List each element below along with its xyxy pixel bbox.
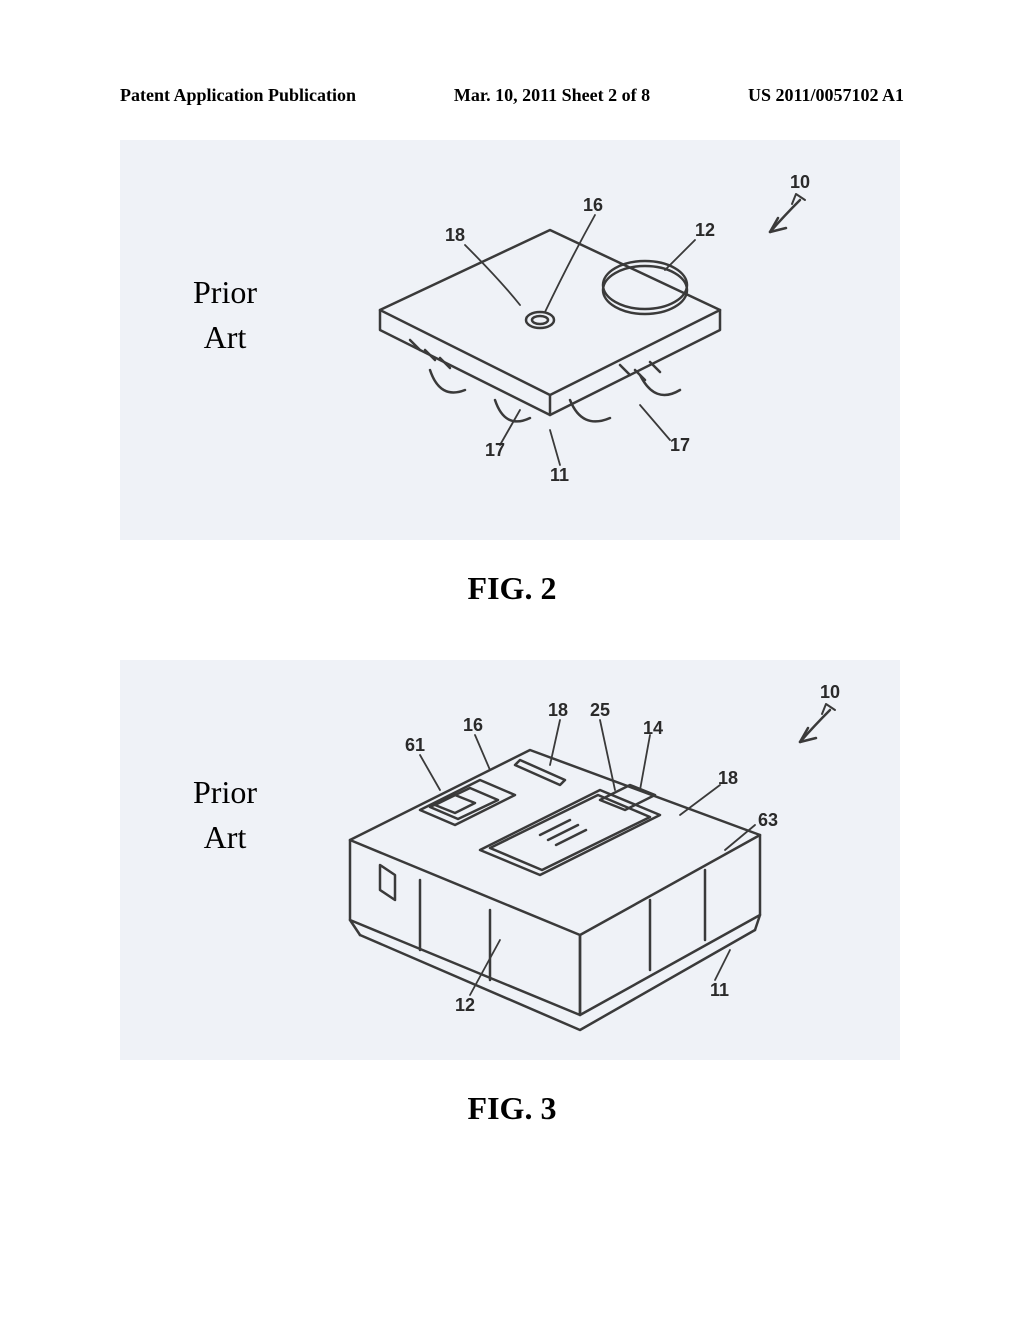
header-right: US 2011/0057102 A1 [748,85,904,106]
ref-10-fig2: 10 [790,172,810,193]
ref-17a-fig2: 17 [485,440,505,461]
ref-63-fig3: 63 [758,810,778,831]
ref-17b-fig2: 17 [670,435,690,456]
ref-18b-fig3: 18 [718,768,738,789]
ref-10-fig3: 10 [820,682,840,703]
header-left: Patent Application Publication [120,85,356,106]
ref-18-fig2: 18 [445,225,465,246]
figure-2-drawing [120,140,900,540]
patent-header: Patent Application Publication Mar. 10, … [0,85,1024,106]
ref-16-fig3: 16 [463,715,483,736]
ref-11-fig3: 11 [710,980,729,1001]
ref-18a-fig3: 18 [548,700,568,721]
ref-61-fig3: 61 [405,735,425,756]
ref-12-fig2: 12 [695,220,715,241]
figure-3-panel: Prior Art [120,660,900,1060]
ref-12-fig3: 12 [455,995,475,1016]
figure-3-caption: FIG. 3 [0,1090,1024,1127]
ref-16-fig2: 16 [583,195,603,216]
ref-11-fig2: 11 [550,465,569,486]
figure-2-panel: Prior Art [120,140,900,540]
figure-3-drawing [120,660,900,1060]
ref-25-fig3: 25 [590,700,610,721]
figure-2-caption: FIG. 2 [0,570,1024,607]
ref-14-fig3: 14 [643,718,663,739]
header-center: Mar. 10, 2011 Sheet 2 of 8 [454,85,650,106]
